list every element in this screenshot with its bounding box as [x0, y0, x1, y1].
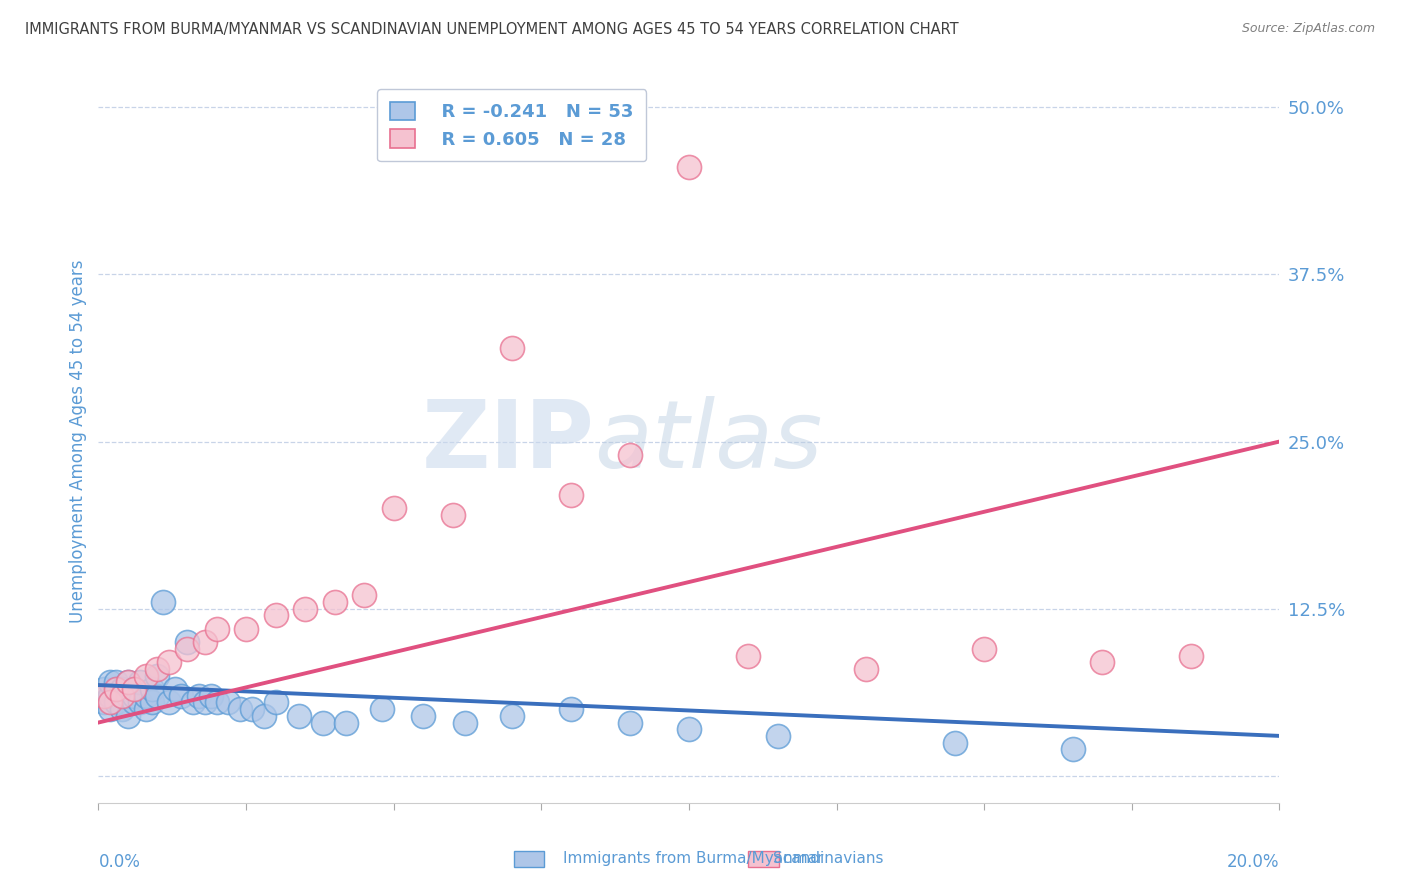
Point [1062, 742, 1084, 756]
Point [217, 696, 239, 710]
Point [1180, 648, 1202, 663]
Point [157, 696, 180, 710]
Point [135, 669, 157, 683]
Point [205, 622, 228, 636]
Point [111, 681, 134, 696]
Point [117, 689, 139, 703]
Point [412, 708, 434, 723]
Point [619, 715, 641, 730]
Point [105, 696, 128, 710]
Point [170, 689, 193, 703]
Point [194, 696, 217, 710]
Text: ZIP: ZIP [422, 395, 595, 488]
Point [323, 595, 346, 609]
Point [312, 715, 335, 730]
Text: Source: ZipAtlas.com: Source: ZipAtlas.com [1241, 22, 1375, 36]
Point [235, 622, 257, 636]
Point [135, 689, 157, 703]
Point [111, 702, 134, 716]
Point [93, 689, 115, 703]
Point [117, 708, 139, 723]
Point [187, 689, 209, 703]
Point [453, 715, 475, 730]
Point [560, 702, 582, 716]
Point [678, 161, 700, 175]
Point [371, 702, 394, 716]
Point [135, 702, 157, 716]
Point [264, 696, 287, 710]
Text: Immigrants from Burma/Myanmar: Immigrants from Burma/Myanmar [562, 852, 823, 866]
Text: atlas: atlas [595, 396, 823, 487]
Point [98, 689, 121, 703]
Point [678, 723, 700, 737]
Point [240, 702, 263, 716]
Point [181, 696, 204, 710]
Point [353, 589, 375, 603]
Point [122, 681, 145, 696]
Point [93, 681, 115, 696]
Point [105, 681, 128, 696]
Point [264, 608, 287, 623]
Point [128, 696, 150, 710]
Text: 0.0%: 0.0% [98, 854, 141, 871]
Point [93, 696, 115, 710]
Point [737, 648, 759, 663]
Point [176, 635, 198, 649]
Point [560, 488, 582, 502]
Point [122, 681, 145, 696]
Point [98, 675, 121, 690]
Point [382, 501, 405, 516]
Point [117, 675, 139, 690]
Point [141, 681, 163, 696]
Point [117, 675, 139, 690]
Point [122, 689, 145, 703]
Text: 20.0%: 20.0% [1227, 854, 1279, 871]
Point [288, 708, 311, 723]
Point [157, 655, 180, 669]
Point [111, 689, 134, 703]
Point [146, 669, 169, 683]
Point [194, 635, 217, 649]
Point [943, 735, 966, 749]
Point [165, 681, 187, 696]
Point [105, 675, 128, 690]
Point [152, 595, 174, 609]
Point [111, 689, 134, 703]
Point [335, 715, 357, 730]
Point [501, 708, 523, 723]
Point [128, 675, 150, 690]
Point [973, 642, 995, 657]
Point [253, 708, 276, 723]
Legend:   R = -0.241   N = 53,   R = 0.605   N = 28: R = -0.241 N = 53, R = 0.605 N = 28 [377, 89, 647, 161]
Point [176, 642, 198, 657]
Point [98, 702, 121, 716]
Point [122, 696, 145, 710]
Point [294, 602, 316, 616]
Y-axis label: Unemployment Among Ages 45 to 54 years: Unemployment Among Ages 45 to 54 years [69, 260, 87, 624]
Point [855, 662, 877, 676]
Point [146, 662, 169, 676]
Point [501, 341, 523, 355]
Point [141, 696, 163, 710]
Point [441, 508, 464, 523]
Point [1091, 655, 1114, 669]
Point [229, 702, 252, 716]
Point [105, 681, 128, 696]
Point [766, 729, 789, 743]
Text: Scandinavians: Scandinavians [773, 852, 883, 866]
Point [146, 689, 169, 703]
Point [205, 696, 228, 710]
Point [98, 696, 121, 710]
Point [200, 689, 222, 703]
Point [619, 448, 641, 462]
Text: IMMIGRANTS FROM BURMA/MYANMAR VS SCANDINAVIAN UNEMPLOYMENT AMONG AGES 45 TO 54 Y: IMMIGRANTS FROM BURMA/MYANMAR VS SCANDIN… [25, 22, 959, 37]
